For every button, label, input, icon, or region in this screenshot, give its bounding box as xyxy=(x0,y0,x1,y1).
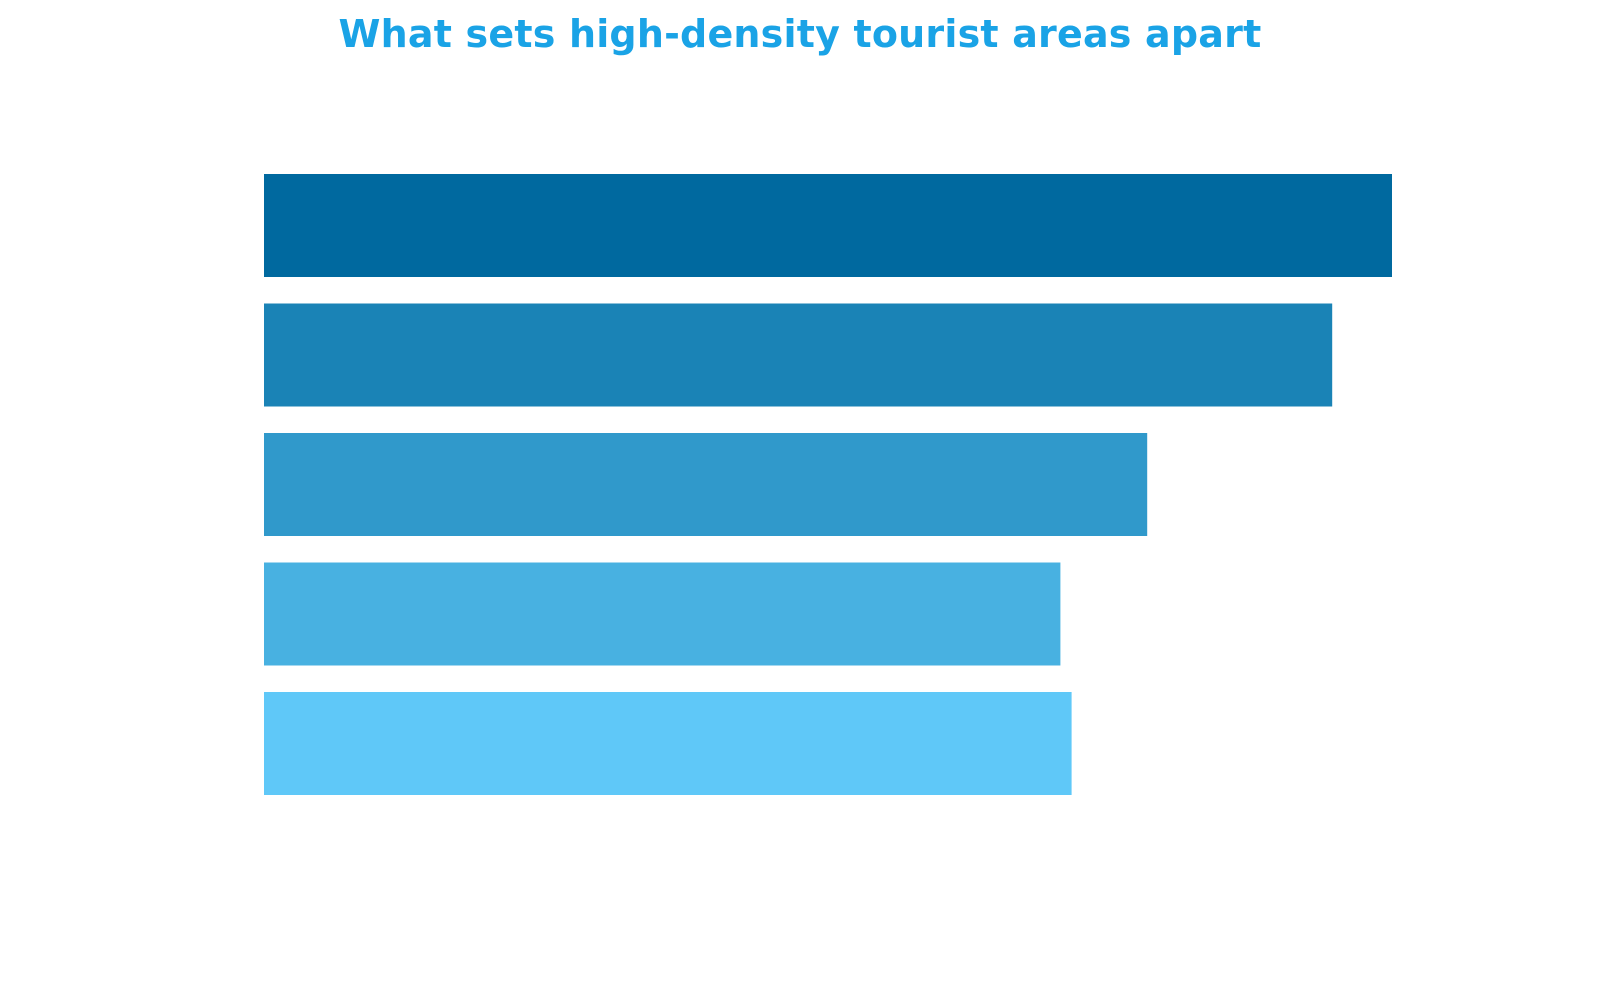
bar-3 xyxy=(264,433,1148,536)
bar-1 xyxy=(264,174,1392,277)
bar-4 xyxy=(264,562,1061,666)
bar-5 xyxy=(264,692,1072,795)
bar-2 xyxy=(264,303,1333,407)
chart-title: What sets high-density tourist areas apa… xyxy=(338,12,1262,56)
